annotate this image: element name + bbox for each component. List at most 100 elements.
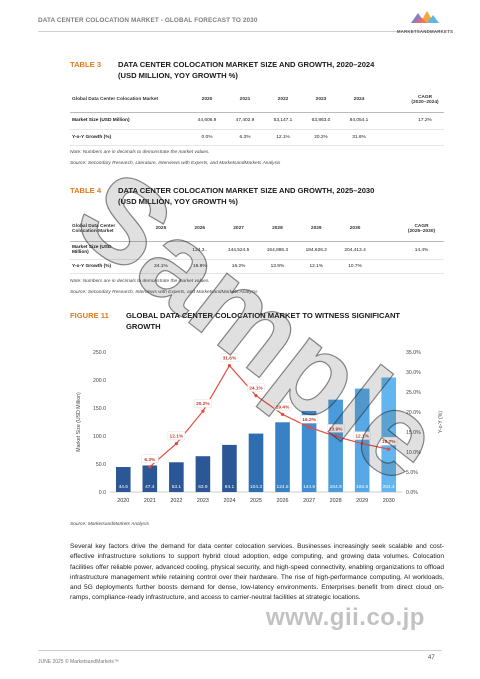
- y2-tick-label: 35.0%: [406, 350, 421, 356]
- y2-tick-label: 5.0%: [406, 470, 418, 476]
- yoy-label-box: [247, 383, 265, 392]
- table4-row1-label: Market Size (USD Million): [70, 241, 142, 260]
- bar: [195, 456, 211, 492]
- table4-title-line2: (USD MILLION, YOY GROWTH %): [118, 196, 238, 206]
- table-cell: 164,886.3: [258, 241, 297, 260]
- bar-value-label: 84.1: [225, 484, 235, 490]
- table-cell: 144,524.5: [219, 241, 258, 260]
- bar: [115, 467, 131, 492]
- table3-year: 2020: [201, 97, 213, 103]
- table4-header-row: Global Data Center Colocation Market 202…: [70, 217, 444, 241]
- bar-value-label: 44.6: [119, 484, 129, 490]
- yoy-point: [148, 465, 152, 469]
- bar-value-label: 47.4: [145, 484, 155, 490]
- table3-label: TABLE 3: [70, 60, 102, 69]
- table-cell: 10.7%: [335, 259, 375, 274]
- table4-title: DATA CENTER COLOCATION MARKET SIZE AND G…: [118, 186, 374, 207]
- table3-year: 2022: [277, 97, 289, 103]
- table4-row1-label-line2: Million): [72, 250, 89, 255]
- bar-value-label: 53.1: [172, 484, 182, 490]
- yoy-label-box: [220, 353, 239, 362]
- table-cell: 84,054.1: [340, 112, 378, 130]
- figure-title: GLOBAL DATA CENTER COLOCATION MARKET TO …: [126, 311, 400, 332]
- table-cell: 17.2%: [406, 112, 444, 130]
- x-tick-label: 2023: [197, 498, 209, 504]
- yoy-value-label: 16.2%: [302, 417, 316, 423]
- table4-note: Note: Numbers are in decimals to demonst…: [70, 279, 210, 284]
- x-tick-label: 2024: [223, 498, 235, 504]
- table-cell: 6.3%: [226, 129, 264, 146]
- y2-tick-label: 30.0%: [406, 370, 421, 376]
- table3-cagr-line1: CAGR: [417, 94, 433, 100]
- yoy-point: [254, 394, 258, 398]
- table3-title: DATA CENTER COLOCATION MARKET SIZE AND G…: [118, 60, 374, 81]
- table-cell: 19.8%: [180, 259, 220, 274]
- logo-mark-icon: [411, 11, 439, 23]
- table4-source: Source: Secondary Research, Interviews w…: [70, 290, 258, 295]
- table3-cagr-line2: (2020–2024): [411, 99, 439, 105]
- yoy-point: [360, 442, 364, 446]
- table-cell: [141, 241, 181, 260]
- bar-value-label: 204.4: [383, 484, 395, 490]
- bar: [354, 388, 370, 492]
- table3-row2-label: Y-o-Y Growth (%): [70, 129, 188, 146]
- figure-title-line2: GROWTH: [126, 321, 161, 331]
- table3-row1-label: Market Size (USD Million): [70, 112, 188, 130]
- yoy-point: [387, 447, 391, 451]
- footer-copyright: JUNE 2025 © MarketsandMarkets™: [38, 659, 119, 665]
- y-tick-label: 0.0: [99, 490, 106, 496]
- table-cell: 124,3..: [180, 241, 220, 260]
- yoy-value-label: 20.2%: [196, 401, 210, 407]
- table3-year: 2024: [353, 97, 365, 103]
- x-tick-label: 2026: [277, 498, 289, 504]
- y-tick-label: 100.0: [93, 434, 106, 440]
- yoy-label-box: [380, 436, 398, 446]
- table4-label: TABLE 4: [70, 186, 102, 195]
- table3-title-line1: DATA CENTER COLOCATION MARKET SIZE AND G…: [118, 60, 375, 69]
- table4-year: 2026: [194, 226, 206, 232]
- x-tick-label: 2028: [330, 498, 342, 504]
- bar: [381, 377, 397, 492]
- x-tick-label: 2021: [144, 498, 156, 504]
- y2-tick-label: 15.0%: [406, 430, 421, 436]
- bar: [169, 462, 184, 492]
- bar-value-label: 184.6: [356, 484, 368, 490]
- table4-col0-line2: Colocation Market: [72, 228, 114, 234]
- table4-cagr-line2: (2025–2030): [407, 228, 436, 234]
- table3-cagr-header: CAGR (2020–2024): [406, 88, 444, 112]
- table3-header-row: Global Data Center Colocation Market 202…: [70, 88, 444, 112]
- y2-tick-label: 25.0%: [406, 390, 421, 396]
- table4-col0: Global Data Center Colocation Market: [70, 217, 142, 241]
- bar-value-label: 63.9: [198, 484, 208, 490]
- bar: [248, 433, 264, 492]
- yoy-label-box: [141, 454, 159, 464]
- table-row: Y-o-Y Growth (%) 24.1% 19.8% 16.2% 13.9%…: [70, 259, 444, 274]
- table4-cagr-line1: CAGR: [414, 223, 429, 229]
- table3-year: 2023: [315, 97, 327, 103]
- table4-row1-label-line1: Market Size (USD: [72, 245, 112, 250]
- table-cell: 47,402.9: [226, 112, 264, 130]
- x-tick-label: 2025: [250, 498, 262, 504]
- table-row: Market Size (USD Million) 124,3.. 144,52…: [70, 241, 444, 260]
- yoy-label-box: [194, 399, 212, 408]
- table-cell: 12.1%: [296, 259, 336, 274]
- y-tick-label: 50.0: [96, 462, 106, 468]
- table3-title-line2: (USD MILLION, YOY GROWTH %): [118, 70, 238, 80]
- table4-col0-line1: Global Data Center: [72, 223, 116, 229]
- table-cell: 53,147.1: [264, 112, 302, 130]
- x-tick-label: 2020: [117, 498, 129, 504]
- y2-axis-title: Y-o-Y (%): [438, 411, 444, 433]
- yoy-point: [174, 442, 178, 446]
- table4-year: 2030: [349, 226, 361, 232]
- yoy-point: [280, 412, 285, 416]
- x-tick-label: 2027: [303, 498, 315, 504]
- table3-year: 2021: [239, 97, 251, 103]
- yoy-growth-line: [149, 364, 389, 468]
- page-number: 47: [428, 655, 435, 661]
- table3-source: Source: Secondary Research, Literature, …: [70, 161, 281, 166]
- yoy-label-box: [273, 402, 292, 411]
- logo-text: MARKETSANDMARKETS: [396, 29, 454, 34]
- table-cell: 0.0%: [188, 129, 226, 146]
- yoy-value-label: 24.1%: [249, 386, 263, 392]
- yoy-value-label: 12.1%: [170, 434, 184, 440]
